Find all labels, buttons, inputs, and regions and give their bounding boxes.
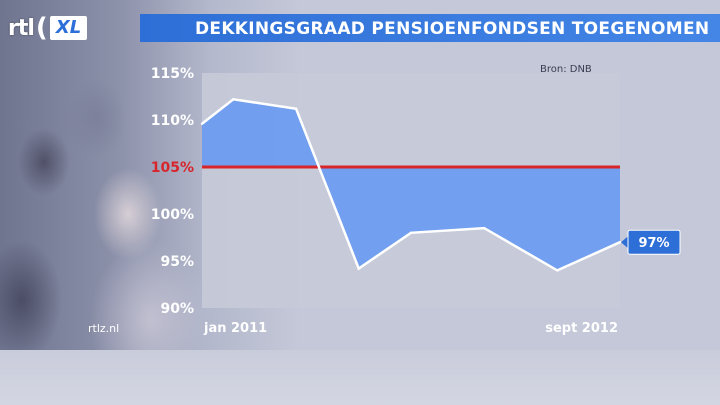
data-point xyxy=(200,122,204,125)
y-tick-label: 115% xyxy=(151,66,194,82)
callout-pointer xyxy=(621,236,628,249)
data-point xyxy=(556,269,559,272)
x-tick-label: jan 2011 xyxy=(203,321,267,336)
logo-rtl-text: rtl xyxy=(8,15,35,41)
data-point xyxy=(294,107,298,110)
title-bar xyxy=(140,14,720,42)
callout-box xyxy=(627,229,681,255)
y-tick-label: 95% xyxy=(160,254,194,270)
y-tick-label: 105% xyxy=(151,160,194,176)
source-label: Bron: DNB xyxy=(540,64,592,75)
x-tick-label: sept 2012 xyxy=(545,321,618,336)
data-point xyxy=(409,231,413,234)
series-line xyxy=(201,98,621,272)
logo-xl-text: XL xyxy=(49,16,88,40)
data-point xyxy=(482,226,486,230)
end-value-label: 97% xyxy=(638,236,669,251)
chart-title: DEKKINGSGRAAD PENSIOENFONDSEN TOEGENOMEN xyxy=(195,19,710,39)
lower-band xyxy=(0,350,720,405)
logo-bracket-icon: ( xyxy=(35,13,48,43)
rtlz-logo: rtl ( XL xyxy=(8,13,88,43)
watermark-text: rtlz.nl xyxy=(88,322,120,335)
y-tick-label: 90% xyxy=(160,301,194,317)
data-point xyxy=(618,241,622,244)
data-point xyxy=(232,98,235,101)
data-point xyxy=(357,267,360,270)
area-fill xyxy=(202,99,620,271)
y-tick-label: 110% xyxy=(151,113,194,129)
y-tick-label: 100% xyxy=(151,207,194,223)
